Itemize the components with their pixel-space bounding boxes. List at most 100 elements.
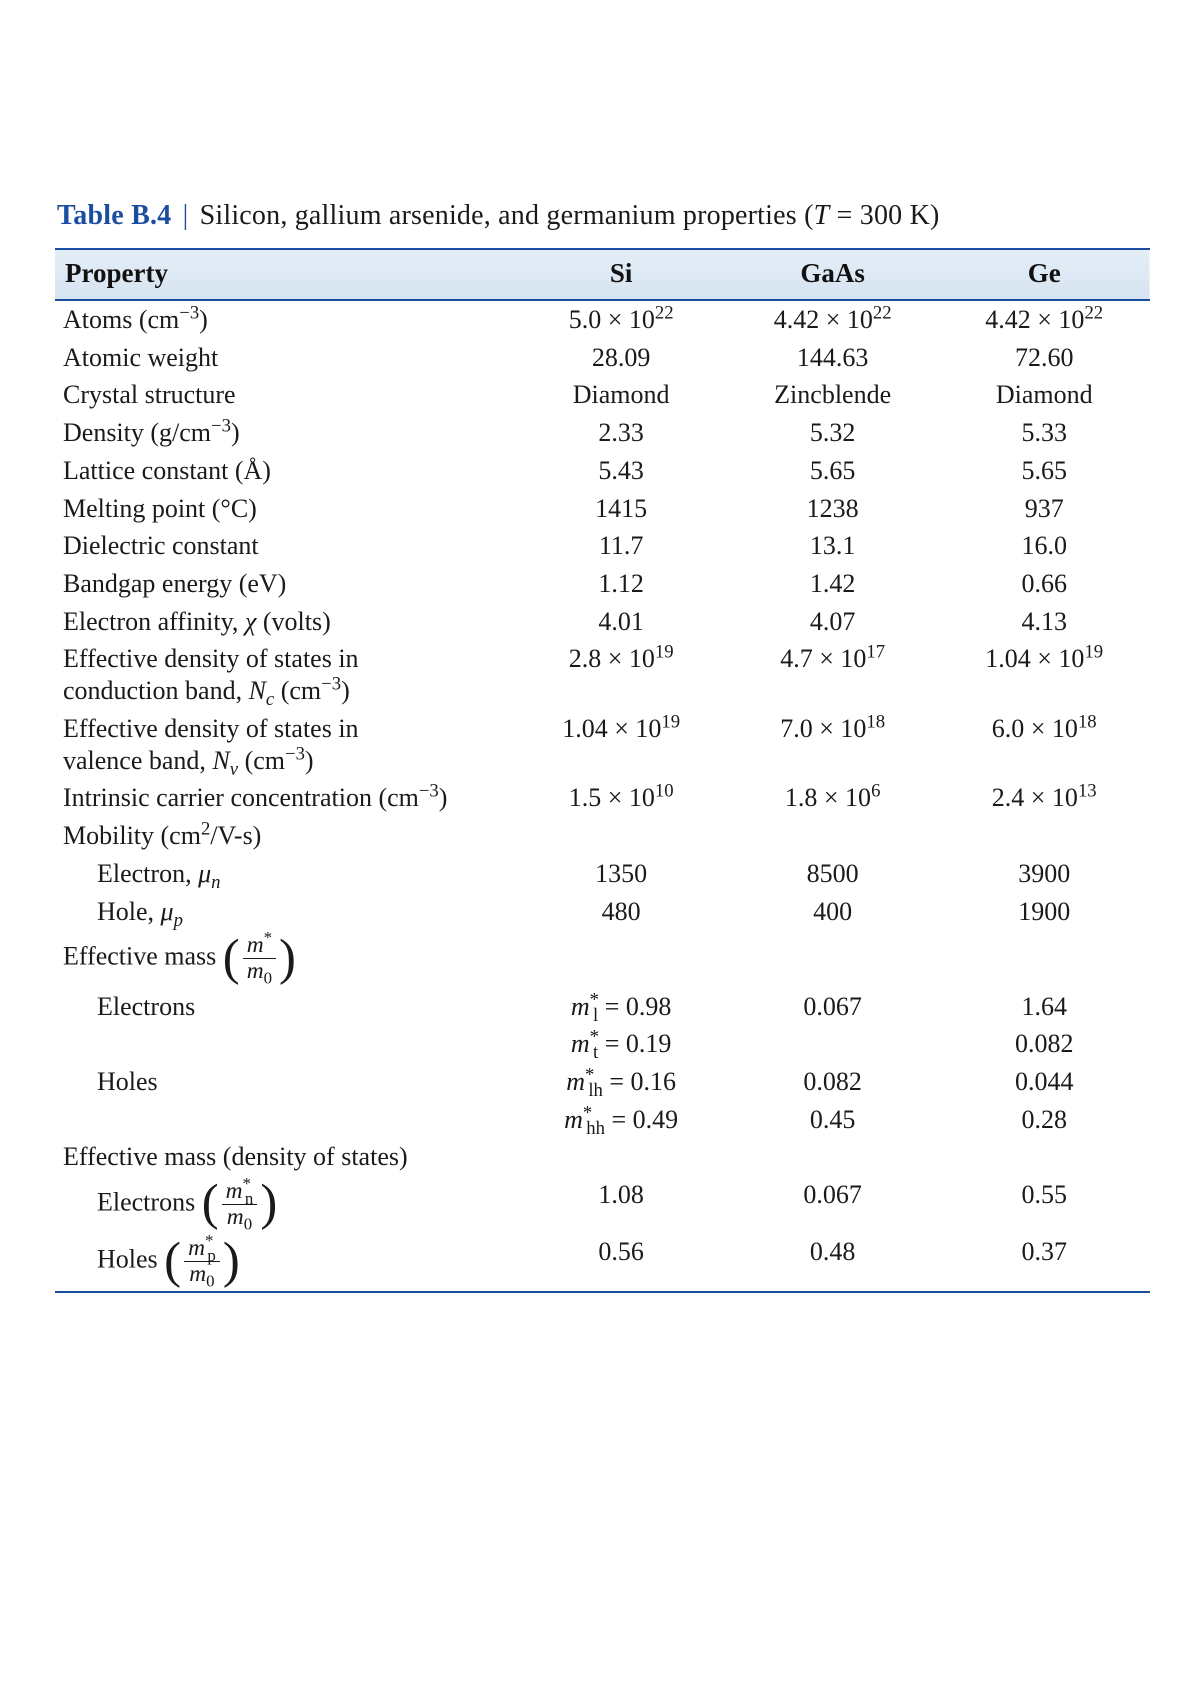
table-row: Crystal structureDiamondZincblendeDiamon… (55, 376, 1150, 414)
table-row: Electron affinity, χ (volts)4.014.074.13 (55, 603, 1150, 641)
value-cell-si: 2.8 × 1019 (515, 640, 727, 709)
value-cell-si: 1350 (515, 855, 727, 893)
property-cell: Density (g/cm−3) (55, 414, 515, 452)
table-row: Atomic weight28.09144.6372.60 (55, 339, 1150, 377)
value-cell-ge: 5.65 (938, 452, 1150, 490)
value-cell-gaas: 1.42 (727, 565, 939, 603)
value-cell-gaas (727, 1138, 939, 1176)
value-cell-gaas (727, 817, 939, 855)
value-cell-ge: 0.082 (938, 1025, 1150, 1063)
properties-table: Property Si GaAs Ge Atoms (cm−3)5.0 × 10… (55, 248, 1150, 1293)
value-cell-si: m*t = 0.19 (515, 1025, 727, 1063)
value-cell-ge: 1.04 × 1019 (938, 640, 1150, 709)
value-cell-gaas: Zincblende (727, 376, 939, 414)
value-cell-gaas: 144.63 (727, 339, 939, 377)
value-cell-gaas: 5.32 (727, 414, 939, 452)
table-row: Holes (m*pm0)0.560.480.37 (55, 1233, 1150, 1291)
property-cell: Effective density of states invalence ba… (55, 710, 515, 779)
table-row: Bandgap energy (eV)1.121.420.66 (55, 565, 1150, 603)
table-row: m*t = 0.19 0.082 (55, 1025, 1150, 1063)
property-cell: Electrons (m*nm0) (55, 1176, 515, 1233)
property-cell: Effective mass (m*m0) (55, 930, 515, 987)
property-cell: Holes (55, 1063, 515, 1101)
col-header-si: Si (515, 249, 727, 300)
table-row: Atoms (cm−3)5.0 × 10224.42 × 10224.42 × … (55, 300, 1150, 339)
table-row: Holesm*lh = 0.160.0820.044 (55, 1063, 1150, 1101)
property-cell (55, 1025, 515, 1063)
property-cell (55, 1101, 515, 1139)
table-row: Melting point (°C)14151238937 (55, 490, 1150, 528)
value-cell-ge: 6.0 × 1018 (938, 710, 1150, 779)
value-cell-ge: 5.33 (938, 414, 1150, 452)
table-body: Atoms (cm−3)5.0 × 10224.42 × 10224.42 × … (55, 300, 1150, 1292)
value-cell-ge: Diamond (938, 376, 1150, 414)
value-cell-si (515, 930, 727, 987)
value-cell-gaas: 5.65 (727, 452, 939, 490)
value-cell-ge: 937 (938, 490, 1150, 528)
value-cell-ge (938, 817, 1150, 855)
value-cell-gaas: 0.48 (727, 1233, 939, 1291)
value-cell-ge: 4.42 × 1022 (938, 300, 1150, 339)
property-cell: Crystal structure (55, 376, 515, 414)
value-cell-ge: 2.4 × 1013 (938, 779, 1150, 817)
col-header-ge: Ge (938, 249, 1150, 300)
caption-var-T: T (814, 200, 830, 231)
page: Table B.4 | Silicon, gallium arsenide, a… (0, 0, 1200, 1293)
value-cell-si: 4.01 (515, 603, 727, 641)
table-row: Effective density of states inconduction… (55, 640, 1150, 709)
property-cell: Electron affinity, χ (volts) (55, 603, 515, 641)
value-cell-gaas: 0.45 (727, 1101, 939, 1139)
value-cell-gaas: 4.42 × 1022 (727, 300, 939, 339)
value-cell-si: 1.12 (515, 565, 727, 603)
value-cell-ge: 0.66 (938, 565, 1150, 603)
value-cell-gaas: 0.067 (727, 988, 939, 1026)
caption-separator: | (179, 200, 193, 231)
property-cell: Lattice constant (Å) (55, 452, 515, 490)
value-cell-si: 1.04 × 1019 (515, 710, 727, 779)
table-row: Intrinsic carrier concentration (cm−3)1.… (55, 779, 1150, 817)
table-row: Mobility (cm2/V-s) (55, 817, 1150, 855)
value-cell-si: m*l = 0.98 (515, 988, 727, 1026)
value-cell-gaas: 0.082 (727, 1063, 939, 1101)
property-cell: Melting point (°C) (55, 490, 515, 528)
table-label: Table B.4 (57, 200, 171, 231)
value-cell-ge: 72.60 (938, 339, 1150, 377)
value-cell-ge: 0.37 (938, 1233, 1150, 1291)
value-cell-ge (938, 930, 1150, 987)
value-cell-ge: 0.044 (938, 1063, 1150, 1101)
table-row: Electronsm*l = 0.980.0671.64 (55, 988, 1150, 1026)
value-cell-ge (938, 1138, 1150, 1176)
value-cell-ge: 1900 (938, 893, 1150, 931)
value-cell-si: 11.7 (515, 527, 727, 565)
property-cell: Electrons (55, 988, 515, 1026)
value-cell-si: 5.43 (515, 452, 727, 490)
value-cell-ge: 0.28 (938, 1101, 1150, 1139)
value-cell-gaas: 0.067 (727, 1176, 939, 1233)
property-cell: Electron, μn (55, 855, 515, 893)
value-cell-ge: 1.64 (938, 988, 1150, 1026)
property-cell: Atoms (cm−3) (55, 300, 515, 339)
value-cell-gaas: 7.0 × 1018 (727, 710, 939, 779)
property-cell: Bandgap energy (eV) (55, 565, 515, 603)
property-cell: Holes (m*pm0) (55, 1233, 515, 1291)
value-cell-gaas: 4.7 × 1017 (727, 640, 939, 709)
table-row: Effective mass (density of states) (55, 1138, 1150, 1176)
value-cell-ge: 3900 (938, 855, 1150, 893)
value-cell-si (515, 1138, 727, 1176)
table-row: Hole, μp4804001900 (55, 893, 1150, 931)
table-row: Effective density of states invalence ba… (55, 710, 1150, 779)
table-caption: Table B.4 | Silicon, gallium arsenide, a… (57, 200, 1150, 242)
value-cell-si: 0.56 (515, 1233, 727, 1291)
header-row: Property Si GaAs Ge (55, 249, 1150, 300)
table-row: Dielectric constant11.713.116.0 (55, 527, 1150, 565)
value-cell-gaas: 400 (727, 893, 939, 931)
property-cell: Atomic weight (55, 339, 515, 377)
value-cell-gaas: 8500 (727, 855, 939, 893)
value-cell-si: m*lh = 0.16 (515, 1063, 727, 1101)
caption-text-1: Silicon, gallium arsenide, and germanium… (200, 200, 814, 231)
value-cell-si: 5.0 × 1022 (515, 300, 727, 339)
value-cell-si: 28.09 (515, 339, 727, 377)
value-cell-si: 1.08 (515, 1176, 727, 1233)
value-cell-si: 480 (515, 893, 727, 931)
table-row: Electron, μn135085003900 (55, 855, 1150, 893)
